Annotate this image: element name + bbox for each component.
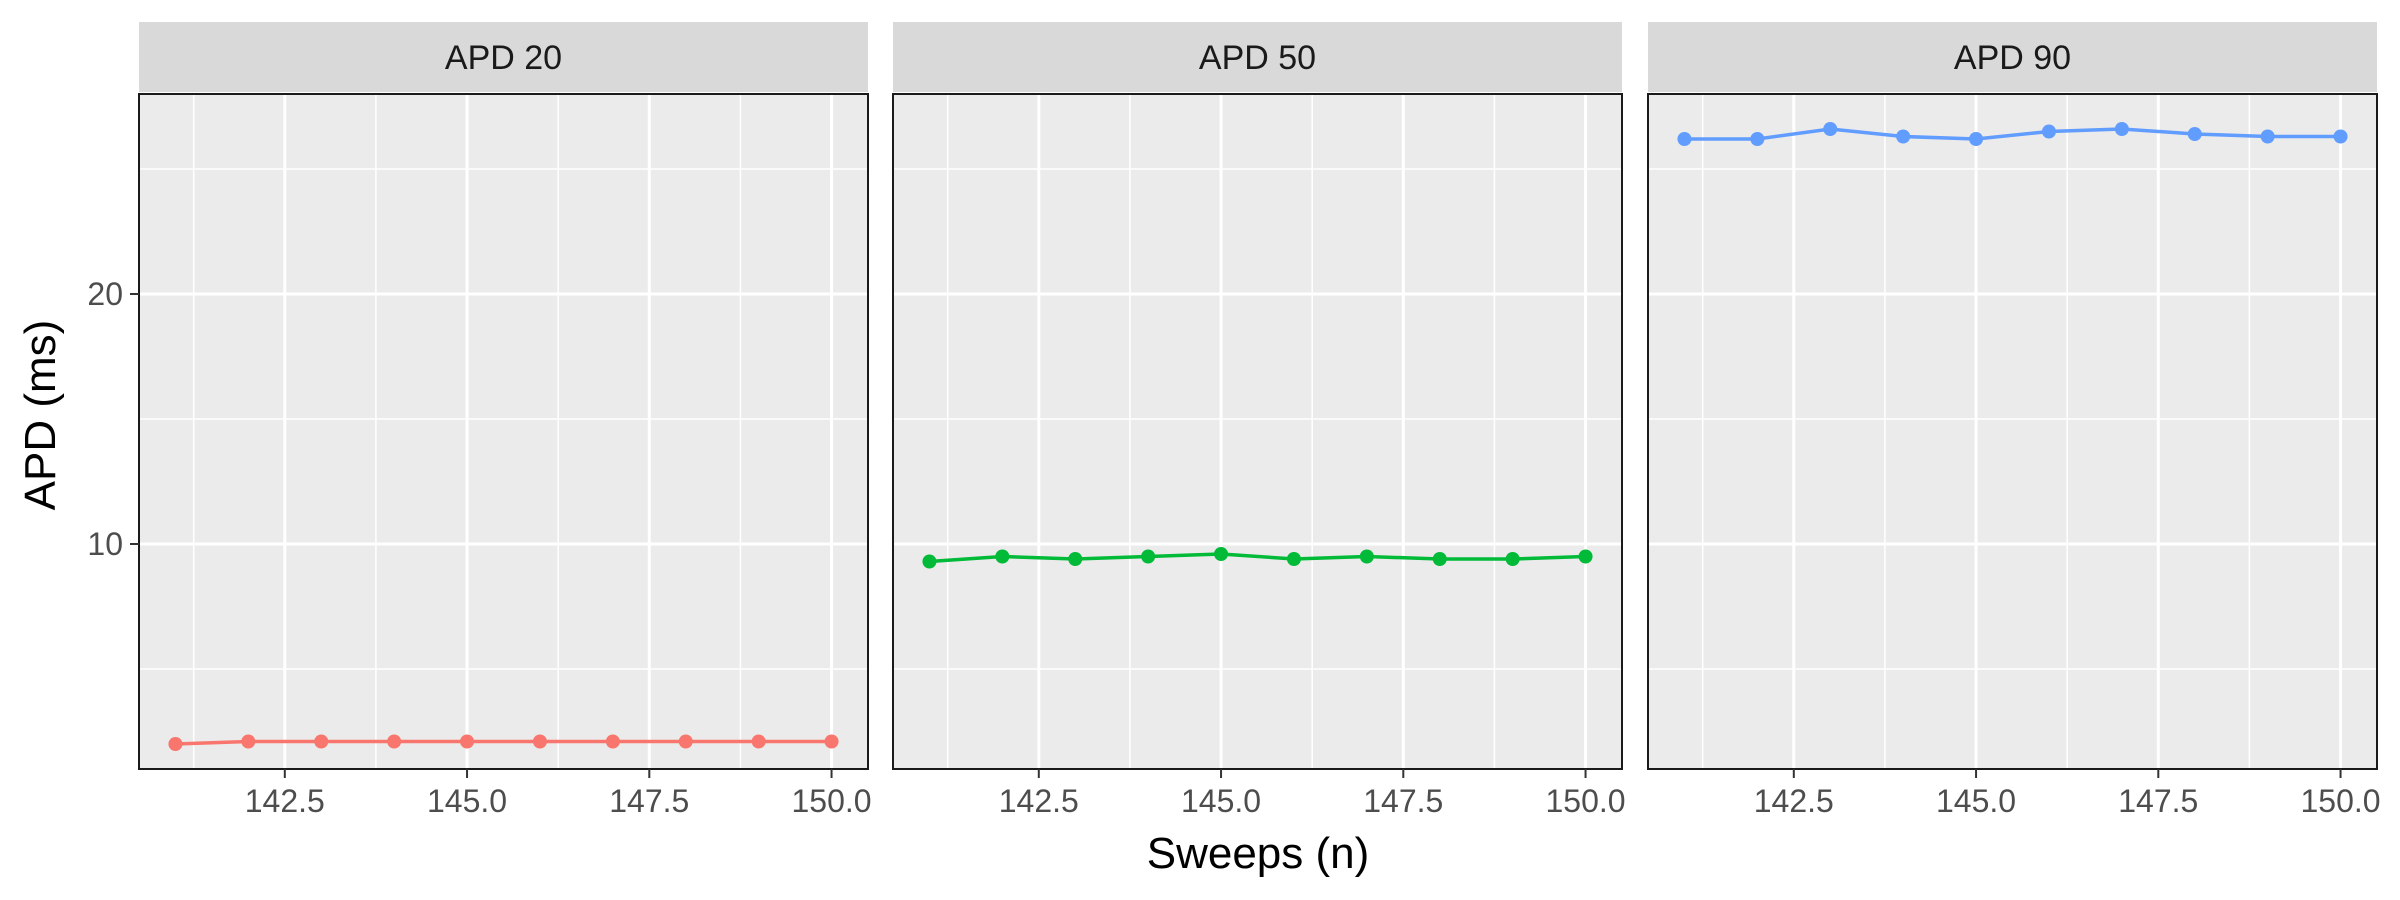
data-point — [2114, 122, 2129, 136]
data-point — [1068, 552, 1083, 566]
x-tick-label: 150.0 — [792, 783, 872, 819]
series-line — [175, 739, 832, 746]
x-tick-label: 142.5 — [1754, 783, 1834, 819]
data-point — [1677, 132, 1692, 146]
panel-background — [893, 94, 1622, 769]
x-tick-label: 142.5 — [999, 783, 1079, 819]
y-tick-label: 20 — [87, 276, 123, 312]
x-tick-label: 147.5 — [2118, 783, 2198, 819]
facet-panels: APD 20 142.5 145.0 147.5 150.0 APD 50 142.5 145… — [138, 22, 2381, 819]
panel-border — [138, 93, 869, 770]
data-point — [1578, 549, 1593, 564]
data-point — [1286, 552, 1301, 566]
data-point — [678, 734, 693, 749]
y-axis: 10 20 — [87, 276, 139, 562]
facet-strip — [893, 22, 1622, 92]
panel-border — [1647, 93, 2378, 770]
x-tick-label: 145.0 — [1936, 783, 2016, 819]
data-point — [532, 734, 547, 749]
facet-panel-2: APD 50 142.5 145.0 147.5 150.0 — [892, 22, 1626, 819]
panel-border — [892, 93, 1623, 770]
data-point — [1505, 552, 1520, 566]
facet-strip-label: APD 50 — [1199, 39, 1316, 77]
data-point — [751, 734, 766, 749]
data-point — [1896, 129, 1911, 144]
panel-background — [1648, 94, 2377, 769]
facet-strip — [139, 22, 868, 92]
data-point — [2260, 129, 2275, 144]
x-tick-label: 147.5 — [609, 783, 689, 819]
data-point — [1214, 547, 1229, 561]
data-point — [1141, 549, 1156, 564]
data-point — [2187, 127, 2202, 141]
panel-background — [139, 94, 868, 769]
data-point — [168, 737, 183, 751]
data-point — [1969, 132, 1984, 146]
data-point — [605, 734, 620, 749]
x-tick-label: 147.5 — [1363, 783, 1443, 819]
facet-panel-1: APD 20 142.5 145.0 147.5 150.0 — [138, 22, 872, 819]
x-tick-label: 145.0 — [427, 783, 507, 819]
facet-strip — [1648, 22, 2377, 92]
data-point — [824, 734, 839, 749]
data-point — [2333, 129, 2348, 144]
data-point — [1823, 122, 1838, 136]
facet-panel-3: APD 90 142.5 145.0 147.5 150.0 — [1647, 22, 2381, 819]
data-point — [241, 734, 256, 749]
series-line — [929, 552, 1586, 564]
data-point — [460, 734, 475, 749]
data-point — [1359, 549, 1374, 564]
data-point — [922, 554, 937, 569]
data-point — [387, 734, 402, 749]
y-axis-title: APD (ms) — [16, 320, 65, 511]
x-axis-title: Sweeps (n) — [1147, 829, 1370, 878]
data-point — [2041, 124, 2056, 139]
data-point — [1432, 552, 1447, 566]
x-tick-label: 142.5 — [245, 783, 325, 819]
x-tick-label: 150.0 — [1546, 783, 1626, 819]
x-tick-label: 145.0 — [1181, 783, 1261, 819]
y-tick-label: 10 — [87, 526, 123, 562]
facet-strip-label: APD 90 — [1954, 39, 2071, 77]
series-line — [1684, 127, 2341, 141]
data-point — [1750, 132, 1765, 146]
x-tick-label: 150.0 — [2301, 783, 2381, 819]
data-point — [995, 549, 1010, 564]
data-point — [314, 734, 329, 749]
facet-strip-label: APD 20 — [445, 39, 562, 77]
